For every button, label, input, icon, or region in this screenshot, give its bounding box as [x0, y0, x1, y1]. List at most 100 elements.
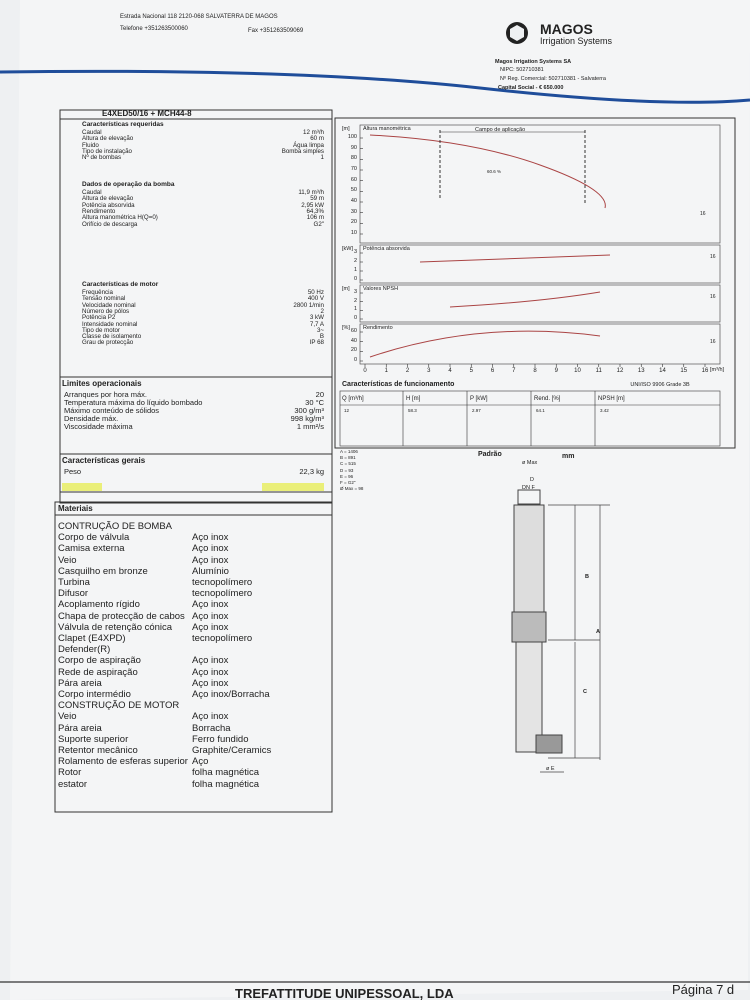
curve-label: 16 — [710, 254, 716, 260]
field-value: 3 kW — [309, 314, 324, 322]
address: Estrada Nacional 118 2120-068 SALVATERRA… — [120, 14, 278, 20]
material-value: Aço inox — [192, 599, 229, 611]
section-title: Dados de operação da bomba — [82, 181, 175, 188]
field-value: 2800 1/min — [293, 301, 324, 309]
unit: [m] — [342, 286, 350, 292]
fax: Fax +351263509069 — [248, 28, 304, 34]
field-value: 11,9 m³/h — [298, 189, 324, 196]
field-value: 998 kg/m³ — [290, 414, 324, 423]
material-value: Aço inox — [192, 666, 229, 678]
material-value: Aço inox/Borracha — [192, 689, 270, 700]
panel-label: Rendimento — [363, 325, 393, 331]
field-label: Máximo conteúdo de sólidos — [64, 406, 160, 415]
materials-title: Materiais — [58, 504, 93, 513]
y-tick-label: 70 — [350, 166, 357, 172]
material-value: folha magnética — [192, 767, 260, 779]
material-value: Aço inox — [192, 711, 229, 723]
material-part: Clapet (E4XPD) — [58, 633, 126, 644]
field-value: 12 m³/h — [303, 129, 324, 136]
field-label: Velocidade nominal — [82, 301, 136, 309]
x-tick-label: 2 — [405, 368, 410, 374]
field-label: Viscosidade máxima — [64, 422, 133, 431]
y-tick-label: 80 — [350, 155, 357, 162]
material-part: Pára areia — [58, 722, 102, 734]
standard: Padrão — [478, 451, 502, 458]
chart-panel — [359, 124, 721, 244]
header-swoosh — [0, 69, 750, 104]
y-tick-label: 20 — [350, 347, 357, 354]
page-number: Página 7 d — [672, 982, 735, 997]
section-title: Limites operacionais — [62, 379, 142, 388]
y-tick-label: 90 — [350, 144, 357, 151]
field-label: Arranques por hora máx. — [64, 390, 147, 399]
y-tick-label: 40 — [350, 337, 357, 344]
y-tick-label: 60 — [350, 328, 357, 334]
material-part: Rotor — [58, 767, 82, 779]
field-label: Grau de protecção — [82, 339, 134, 347]
field-value: 300 g/m³ — [294, 406, 324, 415]
x-tick-label: 1 — [384, 368, 388, 374]
x-tick-label: 14 — [659, 368, 666, 374]
y-tick-label: 2 — [353, 297, 357, 304]
material-heading: Defender(R) — [58, 644, 111, 656]
table-standard: UNI/ISO 9906 Grade 3B — [630, 382, 690, 388]
field-value: 59 m — [310, 195, 324, 203]
paper-sheet — [10, 0, 750, 1000]
column-header: H [m] — [406, 396, 421, 402]
column-header: Rend. [%] — [534, 396, 561, 402]
section-title: Características de motor — [82, 281, 159, 288]
field-value: Bomba simples — [281, 147, 324, 155]
pump-inlet — [511, 611, 547, 643]
field-value: 3~ — [316, 326, 324, 334]
cell: 3.42 — [600, 408, 609, 413]
table-title: Características de funcionamento — [342, 381, 455, 388]
chart-panel — [359, 284, 721, 323]
material-value: Graphite/Ceramics — [192, 745, 272, 756]
dim-lines — [540, 504, 610, 773]
material-heading: CONSTRUÇÃO DE MOTOR — [58, 700, 180, 712]
registry: Nº Reg. Comercial: 502710381 - Salvaterr… — [500, 76, 606, 82]
range-label: Campo de aplicação — [475, 127, 526, 133]
material-value: tecnopolímero — [192, 577, 253, 588]
material-part: Pára areia — [58, 677, 102, 689]
chart-panel — [359, 244, 721, 284]
dimension: Ø Max = 98 — [340, 486, 364, 492]
field-value: 22,3 kg — [299, 467, 324, 476]
material-value: Alumínio — [192, 565, 229, 577]
curve — [369, 330, 601, 358]
dimension: D = 93 — [340, 467, 354, 473]
column-header: NPSH [m] — [598, 396, 625, 402]
dimension: F = G2" — [340, 480, 356, 485]
phone: Telefone +351263500060 — [120, 26, 188, 32]
curve — [369, 134, 606, 209]
drawing-label: A — [596, 629, 600, 635]
curve-label: 16 — [700, 211, 706, 217]
x-tick-label: 7 — [512, 368, 516, 374]
footer-company: TREFATTITUDE UNIPESSOAL, LDA — [235, 986, 454, 1000]
material-value: Aço inox — [192, 610, 229, 622]
field-label: Temperatura máxima do líquido bombado — [64, 398, 203, 407]
field-value: 2 — [320, 307, 324, 315]
column-header: Q [m³/h] — [342, 396, 364, 402]
material-part: Turbina — [58, 577, 90, 588]
material-value: tecnopolímero — [192, 633, 253, 644]
field-value: B — [319, 333, 324, 341]
material-value: Ferro fundido — [192, 733, 249, 745]
company: Magos Irrigation Systems SA — [495, 59, 572, 65]
field-label: Frequência — [82, 289, 113, 296]
panel-label: Valores NPSH — [363, 286, 399, 292]
material-part: Casquilho em bronze — [58, 565, 148, 577]
x-tick-label: 6 — [490, 368, 495, 374]
highlight — [262, 483, 324, 491]
drawing-label: D — [530, 477, 534, 483]
field-label: Altura manométrica H(Q=0) — [82, 214, 158, 222]
field-label: Tipo de instalação — [82, 147, 132, 155]
field-label: Potência absorvida — [82, 201, 135, 209]
dimension: C = 515 — [340, 461, 356, 467]
y-tick-label: 1 — [353, 267, 357, 273]
material-part: Válvula de retenção cónica — [58, 621, 173, 633]
field-label: Rendimento — [82, 207, 116, 215]
y-tick-label: 3 — [353, 289, 357, 295]
cell: 12 — [344, 408, 350, 413]
